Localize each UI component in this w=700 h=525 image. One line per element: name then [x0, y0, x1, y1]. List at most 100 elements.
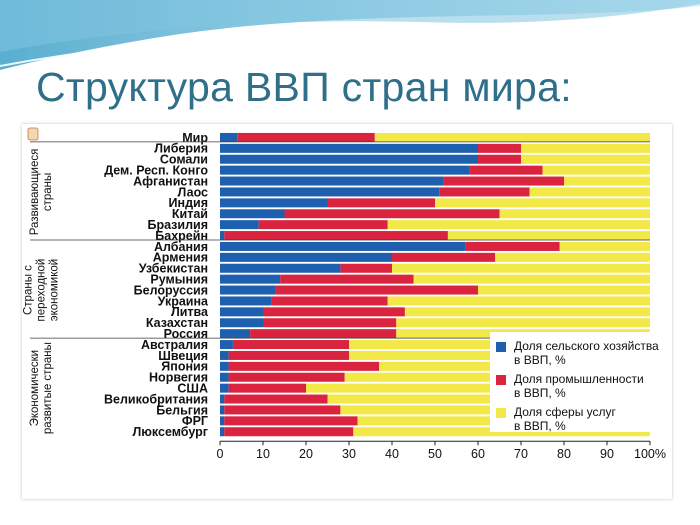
row-label: ФРГ — [182, 414, 208, 428]
bar-services — [404, 307, 650, 317]
bar-industry — [280, 274, 414, 284]
bar-services — [521, 154, 650, 164]
group-label: развитые страны — [42, 342, 54, 434]
bar-agriculture — [220, 318, 263, 328]
bar-industry — [392, 252, 496, 262]
bar-agriculture — [220, 329, 251, 339]
row-label: Албания — [154, 240, 208, 254]
x-tick-label: 50 — [428, 447, 442, 461]
x-tick-label: 20 — [299, 447, 313, 461]
group-label: экономикой — [49, 259, 61, 321]
x-tick-label: 100% — [634, 447, 666, 461]
row-label: Люксембург — [132, 425, 208, 439]
row-label: Казахстан — [146, 316, 208, 330]
bar-services — [435, 198, 650, 208]
row-label: Литва — [171, 305, 209, 319]
bar-services — [447, 231, 650, 241]
bar-agriculture — [220, 394, 225, 404]
group-label: Экономически — [29, 350, 41, 427]
row-label: США — [177, 381, 208, 395]
row-label: Индия — [169, 196, 208, 210]
row-label: Сомали — [160, 153, 208, 167]
legend-swatch — [496, 408, 506, 418]
row-label: Дем. Респ. Конго — [104, 163, 208, 177]
bar-agriculture — [220, 241, 466, 251]
bar-agriculture — [220, 252, 392, 262]
bar-agriculture — [220, 350, 229, 360]
legend-swatch — [496, 375, 506, 385]
x-tick-label: 80 — [557, 447, 571, 461]
bar-agriculture — [220, 416, 225, 426]
bar-services — [495, 252, 650, 262]
bar-agriculture — [220, 154, 478, 164]
bar-services — [499, 209, 650, 219]
legend-swatch — [496, 342, 506, 352]
bar-industry — [478, 143, 521, 153]
legend-label: Доля промышлен­ности в ВВП, % — [514, 372, 644, 400]
row-label: Бразилия — [147, 218, 208, 232]
bar-agriculture — [220, 340, 233, 350]
bar-industry — [228, 361, 380, 371]
bar-services — [564, 176, 650, 186]
bar-industry — [275, 285, 478, 295]
bar-services — [559, 241, 650, 251]
bar-industry — [224, 231, 448, 241]
bar-industry — [340, 263, 392, 273]
row-label: Бахрейн — [155, 229, 208, 243]
bar-industry — [439, 187, 530, 197]
bar-industry — [263, 318, 397, 328]
bar-industry — [271, 296, 388, 306]
row-label: Афганистан — [133, 174, 208, 188]
legend-label: Доля сферы услуг в ВВП, % — [514, 405, 617, 433]
bar-agriculture — [220, 143, 478, 153]
bar-agriculture — [220, 285, 276, 295]
bar-services — [374, 132, 650, 142]
bar-agriculture — [220, 405, 225, 415]
bar-industry — [263, 307, 405, 317]
x-tick-label: 90 — [600, 447, 614, 461]
row-label: Великобритания — [104, 392, 208, 406]
bar-agriculture — [220, 132, 238, 142]
bar-services — [392, 263, 650, 273]
row-label: Китай — [172, 207, 208, 221]
row-label: Австралия — [141, 338, 208, 352]
group-label: Страны с — [23, 265, 35, 315]
bar-agriculture — [220, 209, 285, 219]
group-label: переходной — [36, 259, 48, 322]
bar-services — [413, 274, 650, 284]
bar-agriculture — [220, 198, 328, 208]
bar-agriculture — [220, 372, 229, 382]
bar-industry — [465, 241, 560, 251]
bar-industry — [232, 340, 349, 350]
row-label: Румыния — [150, 272, 208, 286]
legend-box — [490, 332, 660, 432]
bar-agriculture — [220, 274, 281, 284]
bar-industry — [478, 154, 521, 164]
row-label: Мир — [182, 131, 208, 145]
bar-industry — [228, 383, 306, 393]
row-label: Норвегия — [149, 371, 208, 385]
bar-industry — [224, 394, 328, 404]
decorative-wave-banner — [0, 0, 700, 75]
bar-services — [521, 143, 650, 153]
bar-agriculture — [220, 307, 263, 317]
x-tick-label: 60 — [471, 447, 485, 461]
row-label: Швеция — [158, 349, 208, 363]
row-label: Украина — [158, 294, 209, 308]
bar-services — [387, 296, 650, 306]
bar-agriculture — [220, 231, 225, 241]
legend-label: Доля сельского хозяйства в ВВП, % — [514, 339, 659, 367]
x-tick-label: 10 — [256, 447, 270, 461]
bar-industry — [469, 165, 543, 175]
row-label: Армения — [153, 251, 208, 265]
bar-agriculture — [220, 263, 341, 273]
bar-services — [529, 187, 650, 197]
bar-services — [306, 383, 650, 393]
row-label: Россия — [164, 327, 208, 341]
x-tick-label: 70 — [514, 447, 528, 461]
bar-industry — [443, 176, 564, 186]
row-label: Белоруссия — [134, 283, 208, 297]
bar-industry — [258, 220, 388, 230]
bar-industry — [327, 198, 435, 208]
